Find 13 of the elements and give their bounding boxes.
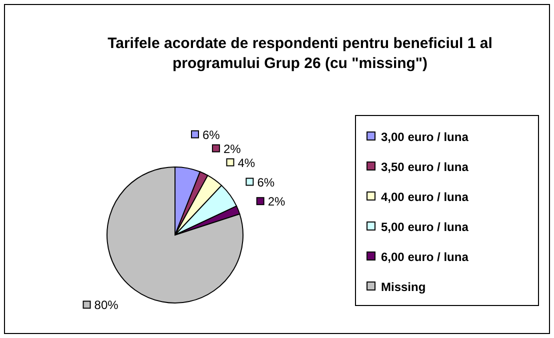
data-label: 4% — [238, 156, 256, 170]
legend-label: 3,50 euro / luna — [381, 160, 469, 174]
data-label: 2% — [268, 194, 286, 209]
legend-label: 4,00 euro / luna — [381, 190, 469, 204]
data-label: 6% — [257, 175, 275, 190]
data-label: 6% — [202, 128, 220, 142]
data-label: 2% — [223, 142, 242, 156]
legend-label: 3,00 euro / luna — [381, 130, 469, 144]
legend-label: Missing — [381, 280, 426, 294]
data-label: 80% — [94, 298, 119, 312]
legend-label: 6,00 euro / luna — [381, 250, 469, 264]
chart-title: Tarifele acordate de respondenti pentru beneficiul 1 al programului Grup 26 (cu "missing") — [108, 35, 492, 72]
legend-label: 5,00 euro / luna — [381, 220, 469, 234]
